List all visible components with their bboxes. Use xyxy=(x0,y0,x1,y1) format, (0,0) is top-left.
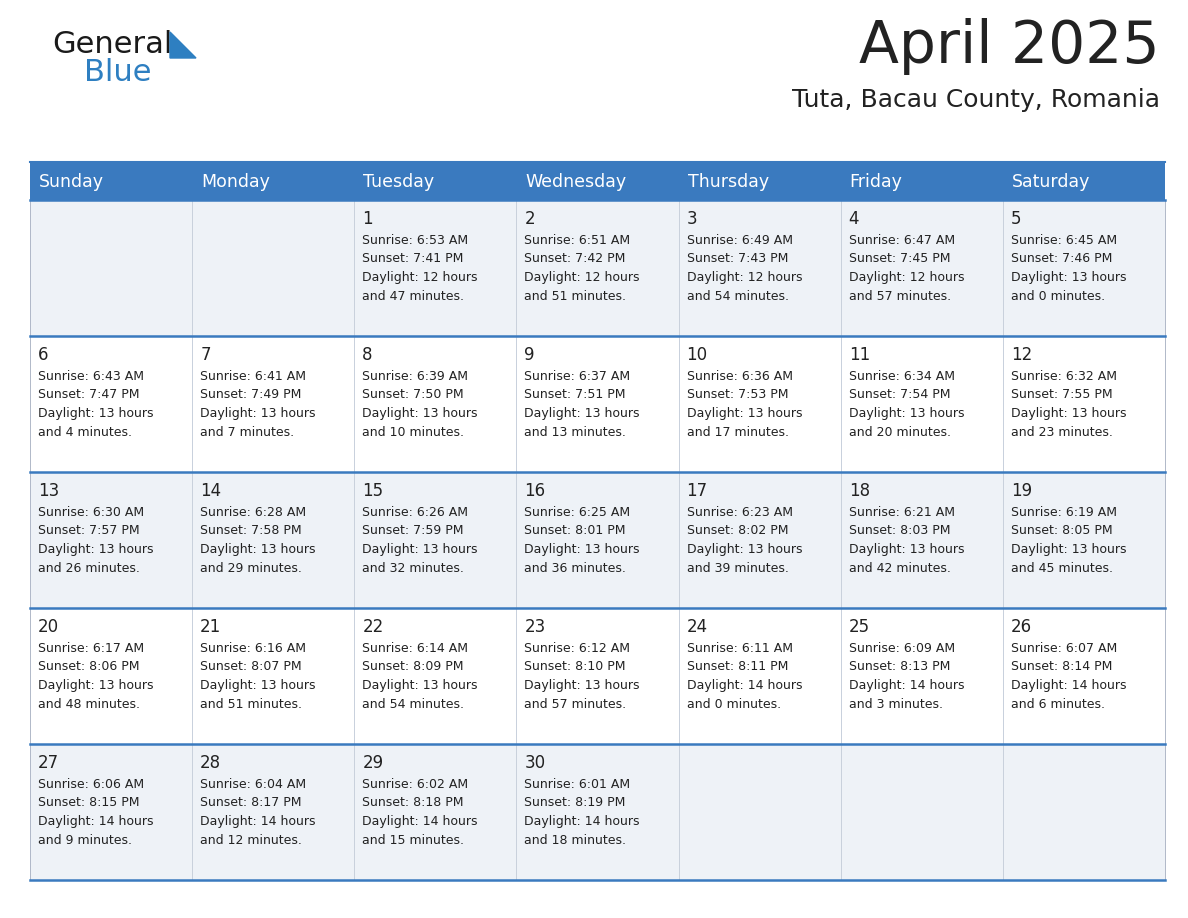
Text: 4: 4 xyxy=(848,210,859,228)
Text: 23: 23 xyxy=(524,618,545,636)
Text: Wednesday: Wednesday xyxy=(525,173,626,191)
Text: Sunrise: 6:26 AM
Sunset: 7:59 PM
Daylight: 13 hours
and 32 minutes.: Sunrise: 6:26 AM Sunset: 7:59 PM Dayligh… xyxy=(362,506,478,575)
Text: 13: 13 xyxy=(38,482,59,500)
Text: Friday: Friday xyxy=(849,173,903,191)
Text: 30: 30 xyxy=(524,754,545,772)
Bar xyxy=(30,162,1165,200)
Text: Sunrise: 6:43 AM
Sunset: 7:47 PM
Daylight: 13 hours
and 4 minutes.: Sunrise: 6:43 AM Sunset: 7:47 PM Dayligh… xyxy=(38,370,153,439)
Text: 15: 15 xyxy=(362,482,384,500)
Text: April 2025: April 2025 xyxy=(859,18,1159,75)
Text: 20: 20 xyxy=(38,618,59,636)
Text: Sunrise: 6:19 AM
Sunset: 8:05 PM
Daylight: 13 hours
and 45 minutes.: Sunrise: 6:19 AM Sunset: 8:05 PM Dayligh… xyxy=(1011,506,1126,575)
Text: 22: 22 xyxy=(362,618,384,636)
Bar xyxy=(30,200,1165,336)
Text: Tuta, Bacau County, Romania: Tuta, Bacau County, Romania xyxy=(792,88,1159,112)
Text: Sunrise: 6:16 AM
Sunset: 8:07 PM
Daylight: 13 hours
and 51 minutes.: Sunrise: 6:16 AM Sunset: 8:07 PM Dayligh… xyxy=(200,642,316,711)
Text: Monday: Monday xyxy=(201,173,270,191)
Text: 11: 11 xyxy=(848,346,870,364)
Text: Sunrise: 6:37 AM
Sunset: 7:51 PM
Daylight: 13 hours
and 13 minutes.: Sunrise: 6:37 AM Sunset: 7:51 PM Dayligh… xyxy=(524,370,640,439)
Text: Sunrise: 6:53 AM
Sunset: 7:41 PM
Daylight: 12 hours
and 47 minutes.: Sunrise: 6:53 AM Sunset: 7:41 PM Dayligh… xyxy=(362,234,478,303)
Text: 9: 9 xyxy=(524,346,535,364)
Text: 1: 1 xyxy=(362,210,373,228)
Text: 3: 3 xyxy=(687,210,697,228)
Text: Sunrise: 6:06 AM
Sunset: 8:15 PM
Daylight: 14 hours
and 9 minutes.: Sunrise: 6:06 AM Sunset: 8:15 PM Dayligh… xyxy=(38,778,153,846)
Text: 17: 17 xyxy=(687,482,708,500)
Text: Sunrise: 6:41 AM
Sunset: 7:49 PM
Daylight: 13 hours
and 7 minutes.: Sunrise: 6:41 AM Sunset: 7:49 PM Dayligh… xyxy=(200,370,316,439)
Text: 5: 5 xyxy=(1011,210,1022,228)
Text: Sunrise: 6:36 AM
Sunset: 7:53 PM
Daylight: 13 hours
and 17 minutes.: Sunrise: 6:36 AM Sunset: 7:53 PM Dayligh… xyxy=(687,370,802,439)
Text: Sunrise: 6:09 AM
Sunset: 8:13 PM
Daylight: 14 hours
and 3 minutes.: Sunrise: 6:09 AM Sunset: 8:13 PM Dayligh… xyxy=(848,642,965,711)
Text: 26: 26 xyxy=(1011,618,1032,636)
Text: Sunrise: 6:23 AM
Sunset: 8:02 PM
Daylight: 13 hours
and 39 minutes.: Sunrise: 6:23 AM Sunset: 8:02 PM Dayligh… xyxy=(687,506,802,575)
Text: Sunrise: 6:21 AM
Sunset: 8:03 PM
Daylight: 13 hours
and 42 minutes.: Sunrise: 6:21 AM Sunset: 8:03 PM Dayligh… xyxy=(848,506,965,575)
Text: Thursday: Thursday xyxy=(688,173,769,191)
Text: 28: 28 xyxy=(200,754,221,772)
Text: Sunrise: 6:45 AM
Sunset: 7:46 PM
Daylight: 13 hours
and 0 minutes.: Sunrise: 6:45 AM Sunset: 7:46 PM Dayligh… xyxy=(1011,234,1126,303)
Text: Sunrise: 6:07 AM
Sunset: 8:14 PM
Daylight: 14 hours
and 6 minutes.: Sunrise: 6:07 AM Sunset: 8:14 PM Dayligh… xyxy=(1011,642,1126,711)
Bar xyxy=(30,336,1165,472)
Text: 8: 8 xyxy=(362,346,373,364)
Polygon shape xyxy=(170,32,196,58)
Text: Sunrise: 6:02 AM
Sunset: 8:18 PM
Daylight: 14 hours
and 15 minutes.: Sunrise: 6:02 AM Sunset: 8:18 PM Dayligh… xyxy=(362,778,478,846)
Text: 19: 19 xyxy=(1011,482,1032,500)
Text: Sunrise: 6:14 AM
Sunset: 8:09 PM
Daylight: 13 hours
and 54 minutes.: Sunrise: 6:14 AM Sunset: 8:09 PM Dayligh… xyxy=(362,642,478,711)
Bar xyxy=(30,744,1165,880)
Bar xyxy=(30,472,1165,608)
Text: 10: 10 xyxy=(687,346,708,364)
Text: Tuesday: Tuesday xyxy=(364,173,435,191)
Text: Blue: Blue xyxy=(84,58,152,87)
Text: 29: 29 xyxy=(362,754,384,772)
Text: 27: 27 xyxy=(38,754,59,772)
Text: 25: 25 xyxy=(848,618,870,636)
Text: Sunrise: 6:34 AM
Sunset: 7:54 PM
Daylight: 13 hours
and 20 minutes.: Sunrise: 6:34 AM Sunset: 7:54 PM Dayligh… xyxy=(848,370,965,439)
Text: Sunrise: 6:49 AM
Sunset: 7:43 PM
Daylight: 12 hours
and 54 minutes.: Sunrise: 6:49 AM Sunset: 7:43 PM Dayligh… xyxy=(687,234,802,303)
Text: 14: 14 xyxy=(200,482,221,500)
Text: Sunrise: 6:11 AM
Sunset: 8:11 PM
Daylight: 14 hours
and 0 minutes.: Sunrise: 6:11 AM Sunset: 8:11 PM Dayligh… xyxy=(687,642,802,711)
Text: 7: 7 xyxy=(200,346,210,364)
Text: Sunrise: 6:47 AM
Sunset: 7:45 PM
Daylight: 12 hours
and 57 minutes.: Sunrise: 6:47 AM Sunset: 7:45 PM Dayligh… xyxy=(848,234,965,303)
Text: Sunrise: 6:04 AM
Sunset: 8:17 PM
Daylight: 14 hours
and 12 minutes.: Sunrise: 6:04 AM Sunset: 8:17 PM Dayligh… xyxy=(200,778,316,846)
Text: Sunrise: 6:39 AM
Sunset: 7:50 PM
Daylight: 13 hours
and 10 minutes.: Sunrise: 6:39 AM Sunset: 7:50 PM Dayligh… xyxy=(362,370,478,439)
Text: Sunrise: 6:30 AM
Sunset: 7:57 PM
Daylight: 13 hours
and 26 minutes.: Sunrise: 6:30 AM Sunset: 7:57 PM Dayligh… xyxy=(38,506,153,575)
Text: 6: 6 xyxy=(38,346,49,364)
Text: Sunrise: 6:17 AM
Sunset: 8:06 PM
Daylight: 13 hours
and 48 minutes.: Sunrise: 6:17 AM Sunset: 8:06 PM Dayligh… xyxy=(38,642,153,711)
Text: 16: 16 xyxy=(524,482,545,500)
Text: Sunrise: 6:12 AM
Sunset: 8:10 PM
Daylight: 13 hours
and 57 minutes.: Sunrise: 6:12 AM Sunset: 8:10 PM Dayligh… xyxy=(524,642,640,711)
Text: 2: 2 xyxy=(524,210,535,228)
Text: Sunrise: 6:01 AM
Sunset: 8:19 PM
Daylight: 14 hours
and 18 minutes.: Sunrise: 6:01 AM Sunset: 8:19 PM Dayligh… xyxy=(524,778,640,846)
Text: 12: 12 xyxy=(1011,346,1032,364)
Text: 24: 24 xyxy=(687,618,708,636)
Text: 18: 18 xyxy=(848,482,870,500)
Text: 21: 21 xyxy=(200,618,221,636)
Text: General: General xyxy=(52,30,172,59)
Text: Sunrise: 6:25 AM
Sunset: 8:01 PM
Daylight: 13 hours
and 36 minutes.: Sunrise: 6:25 AM Sunset: 8:01 PM Dayligh… xyxy=(524,506,640,575)
Text: Sunrise: 6:28 AM
Sunset: 7:58 PM
Daylight: 13 hours
and 29 minutes.: Sunrise: 6:28 AM Sunset: 7:58 PM Dayligh… xyxy=(200,506,316,575)
Text: Sunrise: 6:32 AM
Sunset: 7:55 PM
Daylight: 13 hours
and 23 minutes.: Sunrise: 6:32 AM Sunset: 7:55 PM Dayligh… xyxy=(1011,370,1126,439)
Text: Sunrise: 6:51 AM
Sunset: 7:42 PM
Daylight: 12 hours
and 51 minutes.: Sunrise: 6:51 AM Sunset: 7:42 PM Dayligh… xyxy=(524,234,640,303)
Bar xyxy=(30,608,1165,744)
Text: Saturday: Saturday xyxy=(1012,173,1091,191)
Text: Sunday: Sunday xyxy=(39,173,105,191)
